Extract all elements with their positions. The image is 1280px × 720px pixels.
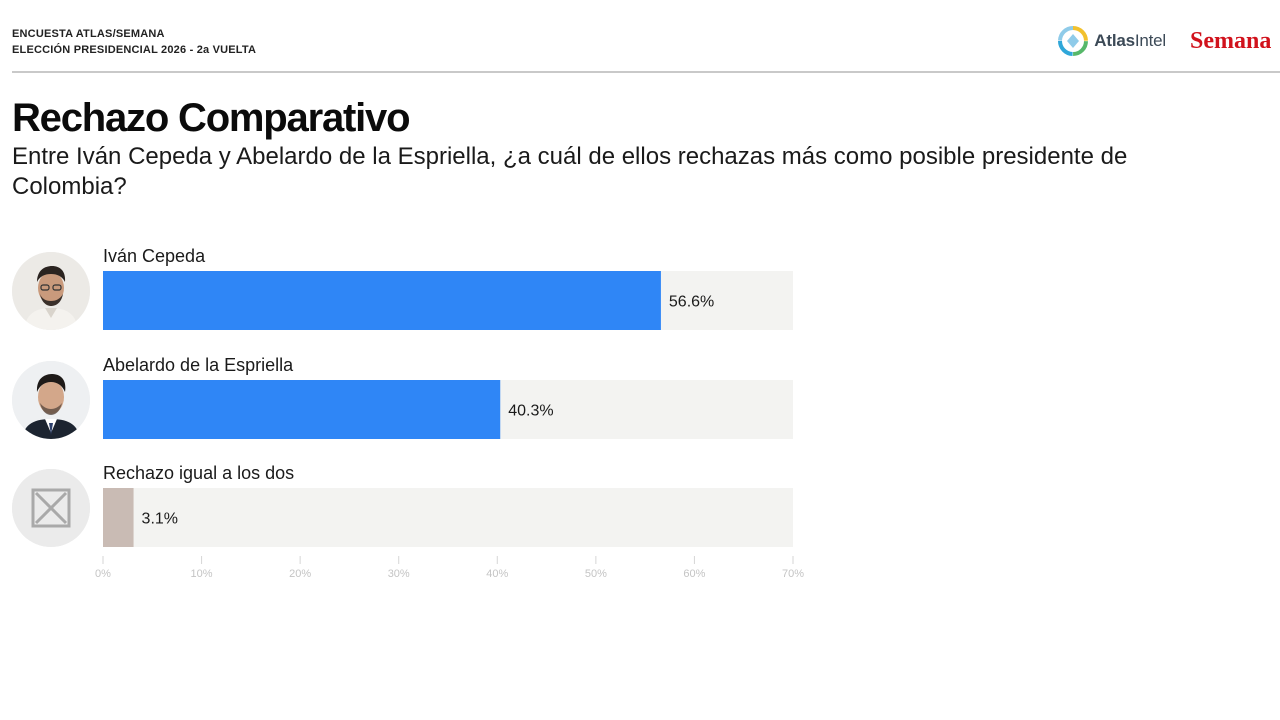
x-tick-label: 60% [683,568,705,580]
data-label: 40.3% [508,403,553,420]
atlasintel-wordmark: AtlasIntel [1094,31,1166,50]
category-label: Iván Cepeda [103,246,206,266]
header-divider [12,71,1280,73]
data-label: 3.1% [142,511,178,528]
x-tick-label: 40% [486,568,508,580]
chart-subtitle: Entre Iván Cepeda y Abelardo de la Espri… [12,143,1128,200]
atlasintel-logo-icon [1058,26,1089,56]
bar [103,380,501,439]
x-tick-label: 10% [191,568,213,580]
x-tick-label: 70% [782,568,804,580]
x-tick-label: 20% [289,568,311,580]
semana-logo: Semana [1190,27,1272,54]
x-tick-label: 50% [585,568,607,580]
bar-track [103,488,793,547]
category-label: Rechazo igual a los dos [103,463,294,483]
bar [103,488,134,547]
brand-logos: AtlasIntel Semana [1058,24,1280,58]
survey-header: ENCUESTA ATLAS/SEMANA ELECCIÓN PRESIDENC… [12,26,256,58]
cepeda-photo-icon [12,252,90,330]
bar [103,271,661,330]
category-label: Abelardo de la Espriella [103,355,294,375]
chart-title: Rechazo Comparativo [12,96,411,140]
survey-header-line2: ELECCIÓN PRESIDENCIAL 2026 - 2a VUELTA [12,44,257,56]
survey-header-line1: ENCUESTA ATLAS/SEMANA [12,28,165,40]
x-box-icon [12,469,90,547]
atlasintel-logo: AtlasIntel [1058,26,1166,56]
x-tick-label: 30% [388,568,410,580]
data-label: 56.6% [669,294,714,311]
espriella-photo-icon [12,361,90,439]
x-tick-label: 0% [95,568,111,580]
